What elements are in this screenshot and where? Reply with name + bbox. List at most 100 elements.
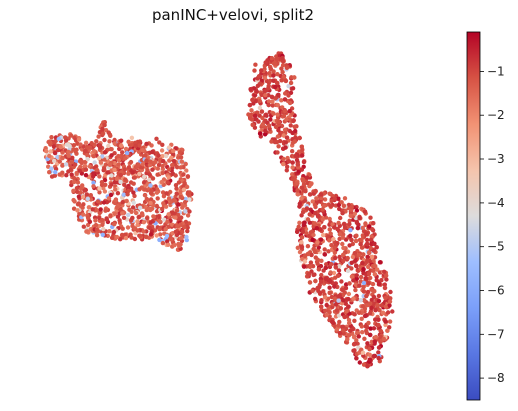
scatter-point — [150, 176, 156, 181]
scatter-point — [328, 279, 333, 284]
scatter-point — [141, 229, 146, 234]
scatter-point — [255, 83, 261, 89]
scatter-point — [364, 293, 369, 299]
scatter-point — [284, 65, 290, 71]
scatter-point — [371, 301, 376, 306]
scatter-point — [157, 237, 162, 243]
scatter-point — [166, 242, 171, 247]
scatter-point — [314, 196, 319, 201]
scatter-point — [87, 219, 93, 224]
scatter-point — [172, 242, 177, 248]
scatter-point — [369, 287, 374, 292]
scatter-point — [282, 108, 288, 114]
scatter-point — [280, 55, 285, 61]
scatter-point — [182, 224, 187, 230]
scatter-point — [257, 98, 262, 104]
scatter-point — [359, 245, 365, 250]
scatter-point — [323, 276, 328, 281]
scatter-point — [336, 313, 342, 318]
scatter-point — [342, 314, 347, 320]
scatter-point — [124, 198, 129, 204]
scatter-point — [142, 174, 147, 179]
scatter-point — [66, 153, 71, 158]
scatter-point — [354, 273, 359, 278]
scatter-point — [249, 108, 254, 113]
scatter-point — [315, 199, 320, 204]
scatter-point — [71, 206, 77, 211]
scatter-point — [368, 237, 374, 242]
scatter-point — [112, 137, 117, 143]
scatter-point — [318, 263, 324, 269]
scatter-point — [130, 215, 135, 221]
scatter-point — [169, 222, 175, 227]
scatter-point — [365, 364, 370, 369]
scatter-point — [109, 235, 115, 240]
scatter-point — [370, 227, 375, 232]
scatter-point — [100, 131, 106, 136]
scatter-point — [290, 172, 295, 177]
scatter-point — [137, 233, 143, 238]
scatter-point — [183, 161, 188, 167]
scatter-point — [177, 150, 183, 155]
scatter-point — [154, 203, 159, 209]
scatter-point — [373, 264, 378, 269]
scatter-point — [346, 296, 351, 302]
scatter-point — [387, 319, 393, 324]
scatter-point — [97, 190, 102, 195]
scatter-point — [153, 159, 158, 165]
scatter-point — [115, 214, 121, 219]
scatter-point — [267, 78, 273, 84]
scatter-point — [269, 139, 274, 144]
scatter-point — [49, 166, 54, 171]
scatter-point — [147, 162, 153, 168]
scatter-point — [166, 145, 172, 150]
scatter-point — [155, 172, 160, 177]
scatter-point — [378, 328, 383, 334]
scatter-point — [77, 168, 82, 173]
scatter-point — [155, 196, 160, 201]
scatter-point — [147, 206, 152, 211]
scatter-point — [94, 227, 100, 232]
scatter-point — [129, 142, 135, 147]
scatter-point — [150, 149, 155, 155]
scatter-point — [326, 234, 331, 239]
scatter-point — [259, 92, 264, 97]
scatter-point — [380, 310, 386, 315]
scatter-point — [102, 177, 108, 183]
scatter-point — [356, 310, 362, 315]
scatter-point — [283, 140, 288, 145]
scatter-point — [376, 350, 381, 355]
scatter-point — [102, 122, 107, 128]
scatter-point — [350, 254, 356, 260]
scatter-point — [247, 102, 253, 108]
scatter-point — [179, 159, 185, 164]
scatter-point — [85, 196, 91, 201]
scatter-point — [137, 205, 143, 210]
scatter-point — [173, 173, 178, 178]
scatter-point — [388, 296, 393, 301]
scatter-point — [304, 206, 310, 211]
scatter-point — [140, 213, 145, 218]
scatter-point — [290, 86, 296, 91]
scatter-point — [49, 135, 54, 140]
scatter-point — [301, 222, 307, 228]
scatter-point — [286, 159, 291, 164]
scatter-point — [123, 235, 129, 241]
scatter-point — [132, 175, 137, 180]
scatter-point — [376, 317, 381, 322]
scatter-point — [248, 87, 253, 92]
scatter-point — [173, 183, 179, 188]
scatter-point — [56, 136, 61, 142]
scatter-point — [372, 272, 378, 277]
scatter-point — [351, 335, 357, 340]
scatter-point — [280, 69, 285, 75]
scatter-point — [338, 306, 343, 311]
scatter-point — [129, 135, 135, 140]
scatter-point — [270, 103, 275, 108]
scatter-point — [125, 225, 131, 230]
scatter-point — [144, 141, 149, 147]
scatter-point — [100, 217, 105, 223]
scatter-point — [367, 250, 372, 255]
scatter-point — [346, 333, 352, 338]
scatter-point — [355, 225, 361, 231]
